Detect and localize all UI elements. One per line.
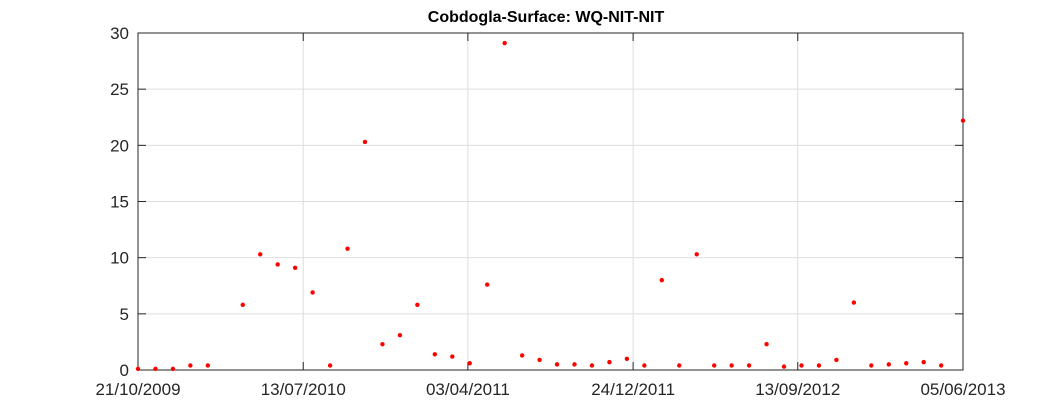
data-point bbox=[363, 140, 367, 144]
y-tick-label: 0 bbox=[120, 361, 129, 380]
data-point bbox=[642, 363, 646, 367]
y-tick-label: 25 bbox=[110, 80, 129, 99]
data-point bbox=[834, 358, 838, 362]
data-point bbox=[712, 363, 716, 367]
data-point bbox=[590, 363, 594, 367]
data-point bbox=[380, 342, 384, 346]
data-point bbox=[695, 252, 699, 256]
data-point bbox=[961, 118, 965, 122]
data-point bbox=[764, 342, 768, 346]
data-point bbox=[206, 363, 210, 367]
x-tick-label: 05/06/2013 bbox=[920, 380, 1005, 399]
data-point bbox=[328, 363, 332, 367]
data-point bbox=[922, 360, 926, 364]
data-point bbox=[310, 290, 314, 294]
data-point bbox=[625, 357, 629, 361]
axis-ticks: 0 5 10 15 20 25 30 21/10/2009 13/07/2010 03/04/20… bbox=[95, 24, 1005, 399]
data-point bbox=[852, 300, 856, 304]
data-point bbox=[468, 361, 472, 365]
data-point bbox=[398, 333, 402, 337]
data-point bbox=[171, 367, 175, 371]
data-point bbox=[817, 363, 821, 367]
data-point bbox=[188, 363, 192, 367]
grid-lines bbox=[138, 33, 963, 370]
data-point bbox=[660, 278, 664, 282]
x-tick-label: 03/04/2011 bbox=[426, 380, 510, 399]
data-point bbox=[782, 364, 786, 368]
data-point bbox=[520, 353, 524, 357]
y-tick-label: 15 bbox=[110, 193, 129, 212]
data-point bbox=[502, 41, 506, 45]
data-point bbox=[275, 262, 279, 266]
x-tick-label: 13/09/2012 bbox=[755, 380, 840, 399]
y-tick-label: 5 bbox=[120, 305, 129, 324]
data-point bbox=[153, 367, 157, 371]
x-tick-label: 21/10/2009 bbox=[95, 380, 180, 399]
data-point bbox=[241, 303, 245, 307]
x-tick-label: 24/12/2011 bbox=[591, 380, 675, 399]
data-point bbox=[607, 360, 611, 364]
data-point bbox=[293, 266, 297, 270]
data-point bbox=[904, 361, 908, 365]
data-point bbox=[799, 363, 803, 367]
data-point bbox=[572, 362, 576, 366]
y-tick-label: 10 bbox=[110, 249, 129, 268]
data-point bbox=[258, 252, 262, 256]
data-point bbox=[939, 363, 943, 367]
y-tick-label: 20 bbox=[110, 136, 129, 155]
data-point bbox=[677, 363, 681, 367]
data-point bbox=[345, 246, 349, 250]
data-point bbox=[450, 354, 454, 358]
data-points bbox=[136, 41, 965, 371]
data-point bbox=[747, 363, 751, 367]
data-point bbox=[485, 282, 489, 286]
data-point bbox=[537, 358, 541, 362]
data-point bbox=[729, 363, 733, 367]
data-point bbox=[136, 367, 140, 371]
chart-title: Cobdogla-Surface: WQ-NIT-NIT bbox=[428, 9, 665, 26]
data-point bbox=[555, 362, 559, 366]
data-point bbox=[887, 362, 891, 366]
data-point bbox=[415, 303, 419, 307]
y-tick-label: 30 bbox=[110, 24, 129, 43]
data-point bbox=[869, 363, 873, 367]
data-point bbox=[433, 352, 437, 356]
x-tick-label: 13/07/2010 bbox=[261, 380, 346, 399]
